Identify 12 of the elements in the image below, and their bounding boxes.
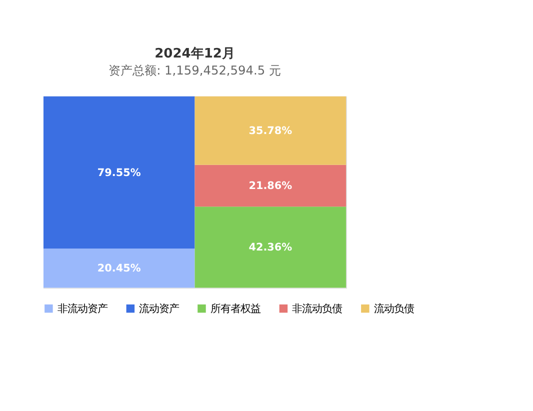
data-label: 79.55% [97,166,142,179]
legend-label: 非流动资产 [57,303,108,316]
legend-label: 所有者权益 [210,303,260,316]
legend-label: 非流动负债 [292,303,342,316]
data-label: 35.78% [248,125,293,138]
data-label: 20.45% [97,262,142,275]
legend-label: 流动资产 [139,303,180,316]
data-label: 21.86% [248,180,293,192]
chart-subtitle: 资产总额: 1,159,452,594.5 元 [108,64,281,78]
data-label: 42.36% [248,242,293,254]
legend-label: 流动负债 [374,303,414,316]
chart-title: 2024年12月 [154,46,235,62]
